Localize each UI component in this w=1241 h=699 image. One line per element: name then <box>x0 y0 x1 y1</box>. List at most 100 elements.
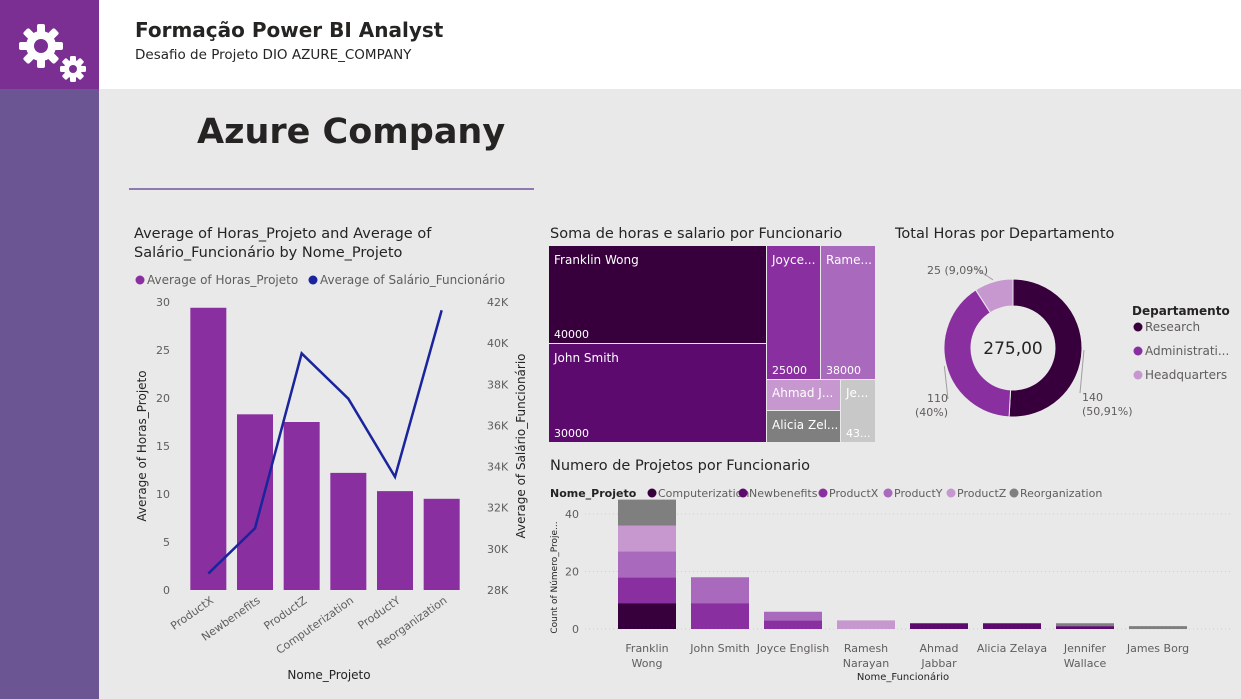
stacked-bar-segment <box>1056 623 1114 627</box>
treemap-tile-label: Je... <box>845 386 868 400</box>
line-salario <box>207 309 443 575</box>
treemap-tile <box>841 380 875 442</box>
y-tick-label: 30 <box>156 296 170 309</box>
stacked-bar-segment <box>1056 626 1114 629</box>
heading-divider <box>129 188 534 190</box>
donut-slice <box>943 289 1012 418</box>
app-subtitle: Desafio de Projeto DIO AZURE_COMPANY <box>135 47 412 63</box>
y2-tick-label: 30K <box>487 543 509 556</box>
donut-center-label: 275,00 <box>983 339 1042 359</box>
y2-axis-title: Average of Salário_Funcionário <box>514 353 528 538</box>
treemap-tile <box>549 344 766 442</box>
stacked-bar-segment <box>764 611 822 621</box>
y-tick-label: 20 <box>565 566 579 579</box>
stacked-legend-title: Nome_Projeto <box>550 487 637 500</box>
treemap-tile-label: Franklin Wong <box>554 253 639 267</box>
y2-tick-label: 42K <box>487 296 509 309</box>
y-tick-label: 0 <box>163 584 170 597</box>
treemap-tile-value: 40000 <box>554 328 589 341</box>
stacked-bar-segment <box>618 525 676 552</box>
stacked-bar-segment <box>910 623 968 629</box>
donut-slice-label: 25 (9,09%) <box>927 264 988 277</box>
bar-horas-projeto <box>330 472 367 590</box>
stacked-bar-segment <box>618 577 676 604</box>
x-tick-label: Computerization <box>274 594 356 657</box>
legend-marker <box>308 275 318 285</box>
combo-chart-title: Average of Horas_Projeto and Average of … <box>134 226 432 261</box>
legend-marker <box>647 488 657 498</box>
y-tick-label: 15 <box>156 440 170 453</box>
y-tick-label: 25 <box>156 344 170 357</box>
stacked-column-chart: Nome_Projeto Computerization Newbenefits Pr… <box>550 487 1233 683</box>
x-tick-label: Wong <box>632 657 663 670</box>
treemap-tile-value: 38000 <box>826 364 861 377</box>
stacked-bar-segment <box>764 620 822 629</box>
stacked-bar-segment <box>691 577 749 604</box>
legend-label: ProductX <box>829 487 879 500</box>
y2-tick-label: 38K <box>487 378 509 391</box>
treemap-tile-value: 43... <box>846 427 871 440</box>
legend-marker <box>818 488 828 498</box>
sidebar <box>0 89 99 699</box>
x-tick-label: Jabbar <box>920 657 957 670</box>
x-axis-title: Nome_Funcionário <box>857 671 949 683</box>
x-tick-label: Jennifer <box>1063 642 1107 655</box>
bar-horas-projeto <box>377 491 413 590</box>
legend-label: ProductY <box>894 487 943 500</box>
bar-horas-projeto <box>283 422 320 590</box>
combo-chart: Average of Horas_Projeto Average of Salár… <box>135 273 528 682</box>
donut-leader-line <box>1079 349 1085 394</box>
stacked-bar-segment <box>1129 626 1187 629</box>
y-tick-label: 5 <box>163 536 170 549</box>
x-tick-label: Narayan <box>843 657 889 670</box>
stacked-bar-segment <box>837 620 895 629</box>
legend-label: ProductZ <box>957 487 1007 500</box>
y2-tick-label: 32K <box>487 502 509 515</box>
y-tick-label: 10 <box>156 488 170 501</box>
x-tick-label: Ramesh <box>844 642 888 655</box>
x-tick-label: Alicia Zelaya <box>977 642 1047 655</box>
legend-marker <box>135 275 145 285</box>
x-tick-label: Franklin <box>625 642 668 655</box>
treemap-chart: Franklin Wong 40000 John Smith 30000 Joyce..… <box>549 246 875 442</box>
legend-label: Newbenefits <box>749 487 818 500</box>
y-tick-label: 0 <box>572 623 579 636</box>
stacked-bar-segment <box>618 551 676 578</box>
y-tick-label: 40 <box>565 508 579 521</box>
stacked-bar-segment <box>691 603 749 629</box>
bar-horas-projeto <box>190 307 227 590</box>
x-tick-label: Joyce English <box>756 642 830 655</box>
legend-marker <box>883 488 893 498</box>
legend-marker <box>738 488 748 498</box>
treemap-tile <box>821 246 875 379</box>
treemap-tile-label: Ahmad J... <box>772 386 833 400</box>
treemap-tile-value: 25000 <box>772 364 807 377</box>
legend-label: Headquarters <box>1145 368 1227 382</box>
legend-label: Research <box>1145 320 1200 334</box>
y2-tick-label: 34K <box>487 461 509 474</box>
donut-slice <box>975 278 1014 314</box>
stacked-bar-segment <box>618 499 676 526</box>
page-heading: Azure Company <box>197 112 506 152</box>
y2-tick-label: 40K <box>487 337 509 350</box>
donut-slice-pct: (40%) <box>915 406 948 419</box>
legend-label: Computerization <box>658 487 749 500</box>
treemap-tile-label: Alicia Zel... <box>772 418 838 432</box>
y2-tick-label: 28K <box>487 584 509 597</box>
stacked-bar-segment <box>983 623 1041 629</box>
donut-chart: 275,00 140(50,91%) 110(40%) 25 (9,09%) Depar… <box>915 264 1230 419</box>
donut-slice-label: 110 <box>927 392 948 405</box>
legend-marker <box>1009 488 1019 498</box>
donut-leader-line <box>943 365 949 400</box>
legend-label: Average of Horas_Projeto <box>147 273 298 287</box>
y-axis-title: Average of Horas_Projeto <box>135 370 149 521</box>
x-tick-label: Ahmad <box>920 642 959 655</box>
treemap-tile-label: Rame... <box>826 253 872 267</box>
treemap-tile-label: John Smith <box>553 351 619 365</box>
treemap-tile <box>549 246 766 343</box>
x-axis-title: Nome_Projeto <box>287 668 370 682</box>
legend-marker <box>946 488 956 498</box>
legend-marker <box>1133 346 1143 356</box>
stacked-bar-segment <box>618 603 676 629</box>
x-tick-label: James Borg <box>1126 642 1189 655</box>
